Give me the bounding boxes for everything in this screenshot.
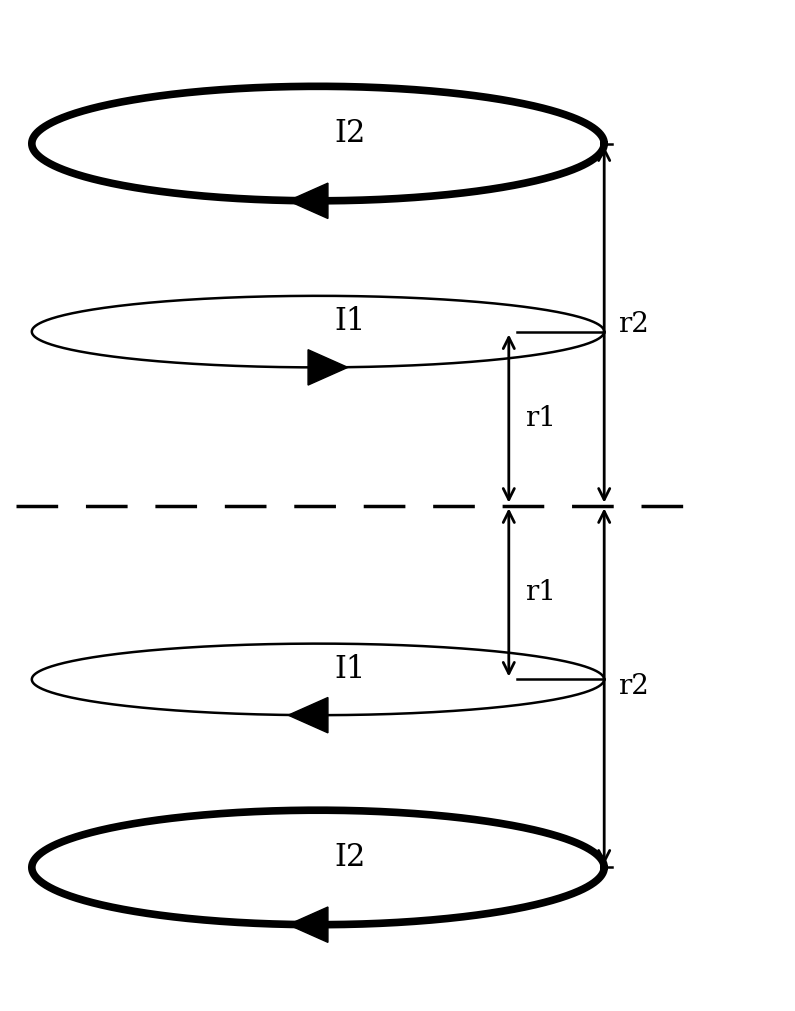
Polygon shape: [289, 698, 328, 733]
Text: I1: I1: [334, 306, 366, 337]
Text: r2: r2: [619, 673, 650, 700]
Polygon shape: [289, 907, 328, 942]
Polygon shape: [289, 183, 328, 218]
Text: I1: I1: [334, 654, 366, 684]
Text: r1: r1: [525, 405, 556, 432]
Polygon shape: [308, 350, 348, 385]
Text: r1: r1: [525, 579, 556, 606]
Text: r2: r2: [619, 311, 650, 338]
Text: I2: I2: [334, 842, 366, 872]
Text: I2: I2: [334, 118, 366, 149]
